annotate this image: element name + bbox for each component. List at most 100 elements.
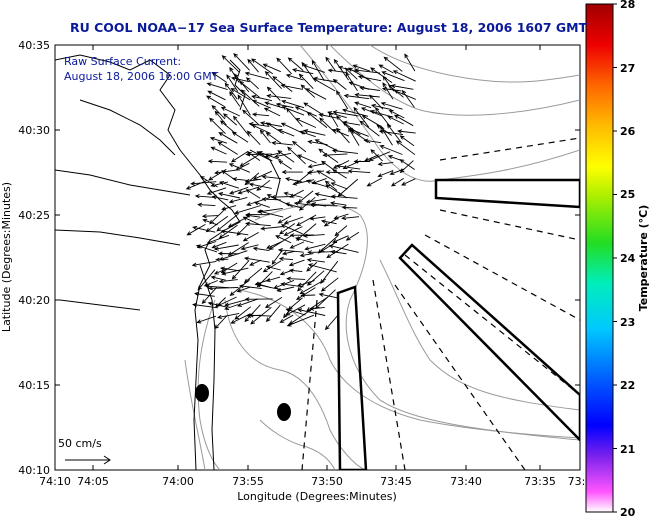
current-vector	[246, 130, 261, 146]
current-vector	[305, 198, 327, 204]
current-vector	[387, 155, 403, 162]
current-vector	[208, 286, 239, 291]
current-vector	[307, 263, 337, 273]
current-vector	[376, 124, 392, 136]
y-tick-label: 40:10	[18, 464, 50, 477]
current-vector	[307, 163, 326, 169]
current-vector	[264, 70, 282, 90]
current-vector	[245, 189, 261, 199]
colorbar-tick-label: 25	[620, 188, 635, 201]
current-vector	[281, 250, 295, 256]
current-vector	[251, 99, 271, 109]
x-axis-label: Longitude (Degrees:Minutes)	[237, 490, 397, 503]
current-vector	[259, 129, 271, 144]
current-vector	[370, 103, 392, 111]
current-vector	[224, 304, 239, 310]
scale-label: 50 cm/s	[58, 437, 102, 450]
sector-dashed-lines	[301, 137, 580, 470]
y-tick-labels: 40:35 40:30 40:25 40:20 40:15 40:10	[18, 39, 50, 477]
bathymetry-contours	[184, 45, 580, 470]
current-vector	[353, 106, 370, 128]
current-vector	[299, 130, 316, 138]
current-vector	[399, 159, 415, 170]
current-vector	[325, 56, 336, 72]
current-vector	[196, 315, 217, 324]
current-vector	[228, 196, 248, 204]
current-vector	[285, 308, 306, 316]
colorbar-label: Temperature (°C)	[637, 205, 650, 312]
current-vector	[311, 59, 325, 82]
current-vector	[379, 145, 403, 155]
current-vector	[377, 169, 394, 178]
current-vector	[286, 276, 306, 281]
current-vector	[303, 129, 326, 136]
y-tick-label: 40:20	[18, 294, 50, 307]
current-vector	[332, 110, 359, 117]
current-vector	[300, 293, 316, 298]
current-vector	[288, 259, 305, 267]
current-vector	[341, 108, 369, 117]
current-vector	[206, 187, 227, 195]
current-vector	[318, 292, 338, 299]
current-vector	[262, 63, 281, 73]
current-vector	[229, 91, 241, 107]
current-vector	[266, 93, 292, 99]
current-vector	[204, 284, 229, 289]
current-vector	[395, 140, 416, 156]
current-vector	[265, 304, 281, 323]
current-vector	[279, 223, 296, 235]
current-vector	[256, 179, 271, 191]
current-vector	[192, 302, 218, 309]
current-vector	[271, 140, 293, 146]
current-vector	[219, 181, 240, 189]
current-vector	[239, 80, 260, 98]
current-vector	[214, 110, 227, 126]
current-vector	[344, 67, 358, 80]
current-vector	[242, 216, 260, 226]
current-vector	[274, 152, 292, 159]
current-vector	[289, 241, 305, 249]
current-vector	[320, 277, 339, 292]
current-vector	[306, 111, 328, 128]
x-tick-label: 74:10	[39, 475, 71, 488]
current-vector	[316, 170, 336, 182]
y-tick-label: 40:25	[18, 209, 50, 222]
y-tick-label: 40:15	[18, 379, 50, 392]
current-vector	[325, 184, 348, 199]
current-vector	[230, 150, 249, 163]
radar-site-marker	[277, 403, 291, 421]
current-vector	[366, 177, 383, 187]
inset-label-line2: August 18, 2006 16:00 GMT	[64, 70, 219, 83]
colorbar-tick-label: 26	[620, 125, 636, 138]
current-vector	[330, 182, 348, 190]
x-tick-label: 74:00	[162, 475, 194, 488]
current-vector	[401, 178, 416, 186]
current-vector	[233, 53, 250, 71]
colorbar-tick-labels: 28 27 26 25 24 23 22 21 20	[620, 0, 636, 518]
current-vector	[399, 135, 415, 147]
current-vector	[240, 244, 259, 251]
current-vector	[332, 160, 350, 169]
current-vector	[354, 92, 380, 98]
current-vector	[237, 298, 259, 307]
current-vector	[252, 246, 270, 252]
current-vector	[397, 129, 416, 134]
current-vector	[341, 205, 358, 210]
current-vector	[221, 267, 249, 276]
current-vector	[314, 192, 336, 199]
current-vector	[207, 159, 228, 164]
axis-ticks	[54, 44, 581, 471]
current-vector	[219, 266, 240, 272]
current-vector	[330, 194, 358, 199]
current-vector	[359, 86, 380, 91]
current-vector	[276, 57, 293, 75]
scale-arrow	[65, 455, 111, 465]
current-vector	[283, 216, 304, 225]
current-vector	[244, 304, 261, 323]
current-vector	[239, 152, 262, 167]
current-vector	[284, 177, 303, 183]
current-vector	[248, 121, 270, 127]
current-vector	[392, 70, 416, 82]
current-vector	[230, 88, 251, 101]
current-vector	[297, 308, 326, 316]
